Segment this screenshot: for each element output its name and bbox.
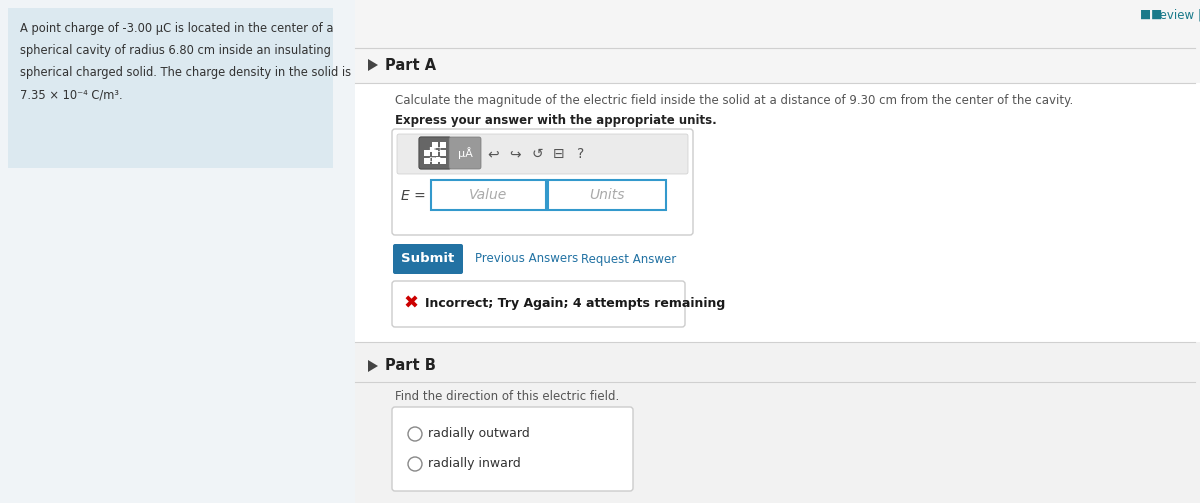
Text: Units: Units <box>589 188 625 202</box>
FancyBboxPatch shape <box>432 158 438 164</box>
Text: Previous Answers: Previous Answers <box>475 253 578 266</box>
Text: μÅ: μÅ <box>457 147 473 159</box>
FancyBboxPatch shape <box>392 281 685 327</box>
Text: Request Answer: Request Answer <box>581 253 677 266</box>
FancyBboxPatch shape <box>394 244 463 274</box>
FancyBboxPatch shape <box>355 0 1200 48</box>
Text: ▪▫
▫▪: ▪▫ ▫▪ <box>428 143 442 162</box>
Circle shape <box>408 427 422 441</box>
Text: ✖: ✖ <box>403 295 419 313</box>
Text: ?: ? <box>577 147 584 161</box>
Text: radially outward: radially outward <box>428 427 529 440</box>
FancyBboxPatch shape <box>440 158 446 164</box>
FancyBboxPatch shape <box>432 150 438 156</box>
Text: 7.35 × 10⁻⁴ C/m³.: 7.35 × 10⁻⁴ C/m³. <box>20 88 122 101</box>
FancyBboxPatch shape <box>440 142 446 148</box>
FancyBboxPatch shape <box>355 0 1200 503</box>
FancyBboxPatch shape <box>424 150 430 156</box>
Text: ↩: ↩ <box>487 147 499 161</box>
Text: E =: E = <box>401 189 426 203</box>
Text: spherical charged solid. The charge density in the solid is: spherical charged solid. The charge dens… <box>20 66 352 79</box>
Text: Part B: Part B <box>385 358 436 373</box>
FancyBboxPatch shape <box>392 129 694 235</box>
Text: Express your answer with the appropriate units.: Express your answer with the appropriate… <box>395 114 716 127</box>
Text: Part A: Part A <box>385 58 436 73</box>
FancyBboxPatch shape <box>449 137 481 169</box>
FancyBboxPatch shape <box>397 134 688 174</box>
Text: radially inward: radially inward <box>428 457 521 470</box>
Text: A point charge of -3.00 μC is located in the center of a: A point charge of -3.00 μC is located in… <box>20 22 334 35</box>
Text: spherical cavity of radius 6.80 cm inside an insulating: spherical cavity of radius 6.80 cm insid… <box>20 44 331 57</box>
FancyBboxPatch shape <box>431 180 546 210</box>
Polygon shape <box>368 360 378 372</box>
Polygon shape <box>368 59 378 71</box>
FancyBboxPatch shape <box>392 407 634 491</box>
Text: Incorrect; Try Again; 4 attempts remaining: Incorrect; Try Again; 4 attempts remaini… <box>425 297 725 310</box>
Text: ↪: ↪ <box>509 147 521 161</box>
Text: Find the direction of this electric field.: Find the direction of this electric fiel… <box>395 390 619 403</box>
Text: Review | Constants: Review | Constants <box>1152 8 1200 21</box>
FancyBboxPatch shape <box>419 137 451 169</box>
Text: Calculate the magnitude of the electric field inside the solid at a distance of : Calculate the magnitude of the electric … <box>395 94 1073 107</box>
FancyBboxPatch shape <box>355 48 1200 83</box>
FancyBboxPatch shape <box>440 150 446 156</box>
FancyBboxPatch shape <box>355 342 1200 503</box>
FancyBboxPatch shape <box>8 8 334 168</box>
Text: ↺: ↺ <box>532 147 542 161</box>
FancyBboxPatch shape <box>419 137 451 169</box>
Circle shape <box>408 457 422 471</box>
Text: ■■: ■■ <box>1140 8 1166 21</box>
Text: Submit: Submit <box>401 253 455 266</box>
FancyBboxPatch shape <box>424 158 430 164</box>
FancyBboxPatch shape <box>432 142 438 148</box>
Text: Value: Value <box>469 188 508 202</box>
FancyBboxPatch shape <box>548 180 666 210</box>
Text: ⊟: ⊟ <box>553 147 565 161</box>
